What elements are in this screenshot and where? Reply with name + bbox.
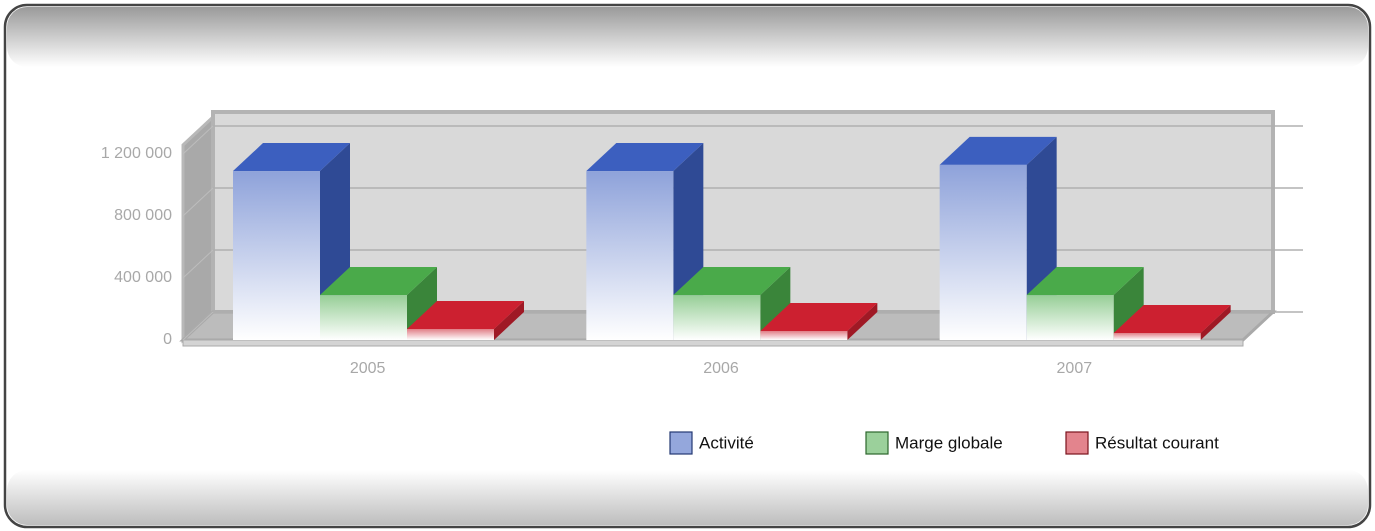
bar-front [320,295,407,340]
bar-top [320,267,437,296]
bar-front [673,295,761,340]
tick-mark [182,249,214,279]
bar-side [494,300,524,340]
bar-front [939,164,1027,340]
legend-swatch [865,431,889,455]
bar-side [1200,305,1231,340]
y-tick-label: 400 000 [114,269,172,286]
panel-shade [7,7,1368,67]
panel-shade [7,470,1368,525]
tick-mark [182,125,214,155]
bar-top [586,143,704,172]
bar-top [760,303,878,332]
x-tick-label: 2005 [350,360,386,377]
bar-top [673,267,791,296]
bar-front [586,171,674,340]
tick-mark [182,187,214,217]
y-tick-label: 0 [163,331,172,348]
bar-front [407,328,494,340]
y-tick-label: 1 200 000 [101,145,172,162]
bar-side [847,303,878,340]
bar-top [1026,267,1144,296]
legend-swatch [669,431,693,455]
bar-top [939,136,1057,165]
bar [760,303,878,340]
legend-label: Marge globale [895,433,1003,452]
x-tick-label: 2007 [1057,360,1093,377]
bar [673,267,791,340]
bar-side [407,267,437,340]
bar-top [1113,305,1231,334]
floor-edge [182,339,1244,347]
bar-front [233,171,320,340]
bar [320,267,437,340]
tick-mark [182,311,214,341]
bar-top [407,300,524,329]
legend-label: Résultat courant [1095,433,1219,452]
bar-front [1113,333,1201,340]
bar [1026,267,1144,340]
legend-swatch [1065,431,1089,455]
bar [407,300,524,340]
legend-label: Activité [699,433,754,452]
bar-front [1026,295,1114,340]
bar-side [1113,267,1144,340]
bar-side [760,267,791,340]
y-tick-label: 800 000 [114,207,172,224]
x-tick-label: 2006 [703,360,739,377]
bar [1113,305,1231,340]
bar-front [760,331,848,340]
bar [233,143,350,340]
bar-top [233,143,350,172]
